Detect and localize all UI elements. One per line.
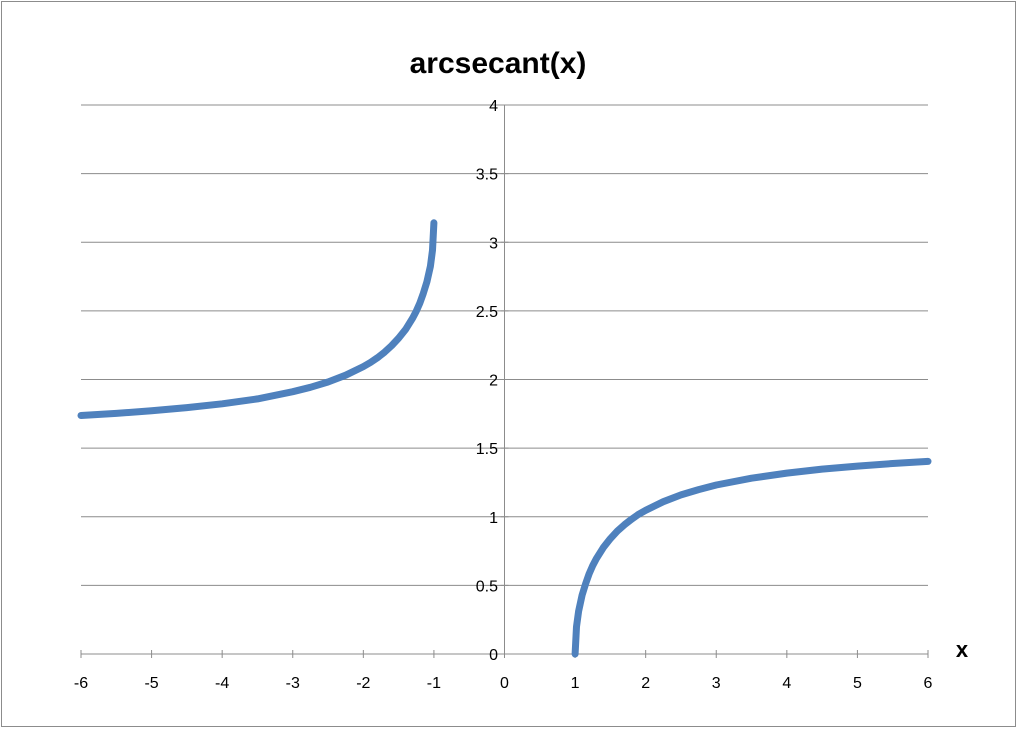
- y-tick-label: 3: [489, 235, 498, 252]
- x-tick-label: -6: [74, 675, 88, 692]
- x-tick-label: 1: [571, 675, 580, 692]
- series-line-2: [571, 457, 932, 658]
- x-axis-label: x: [956, 637, 969, 662]
- y-tick-label: 3.5: [476, 167, 498, 184]
- x-tick-label: 5: [853, 675, 862, 692]
- x-tick-label: -3: [286, 675, 300, 692]
- x-tick-label: 6: [924, 675, 933, 692]
- y-tick-label: 0: [489, 647, 498, 664]
- series-group: [77, 219, 932, 658]
- tick-labels: 0 0.5 1 1.5 2 2.5 3 3.5 4 -6 -5 -4 -3 -2 -1 0 1 2 3 4 5 6: [74, 98, 933, 692]
- axes: [80, 104, 929, 658]
- y-tick-label: 0.5: [476, 578, 498, 595]
- x-tick-label: -4: [215, 675, 229, 692]
- x-tick-label: 3: [712, 675, 721, 692]
- y-tick-label: 2: [489, 373, 498, 390]
- x-tick-label: -1: [427, 675, 441, 692]
- series-line-1: [77, 219, 438, 419]
- x-tick-label: -2: [356, 675, 370, 692]
- x-tick-label: 4: [782, 675, 791, 692]
- y-tick-label: 4: [489, 98, 498, 115]
- y-tick-label: 1: [489, 510, 498, 527]
- y-tick-label: 2.5: [476, 304, 498, 321]
- x-tick-label: 2: [641, 675, 650, 692]
- y-tick-label: 1.5: [476, 441, 498, 458]
- x-tick-label: -5: [144, 675, 158, 692]
- chart-title: arcsecant(x): [410, 47, 587, 80]
- x-tick-label: 0: [500, 675, 509, 692]
